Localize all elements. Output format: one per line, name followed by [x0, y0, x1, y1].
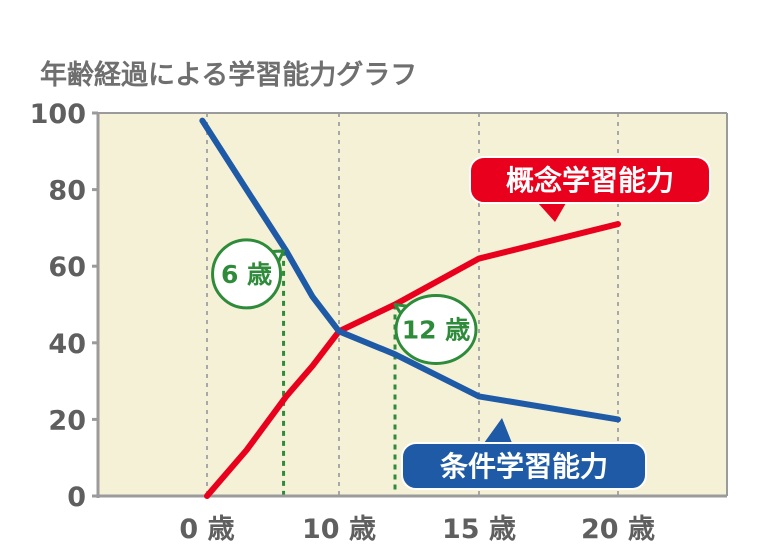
x-tick-label: 0 歳	[179, 514, 234, 545]
x-tick-label: 10 歳	[302, 514, 376, 545]
age-bubble	[211, 238, 283, 310]
y-tick-label: 100	[30, 99, 86, 130]
series-line-0	[204, 221, 621, 499]
series-callout-box	[401, 442, 647, 490]
x-tick-label: 20 歳	[581, 514, 655, 545]
age-bubble-label: 12 歳	[402, 316, 471, 345]
age-bubbles: 6 歳 12 歳	[211, 238, 478, 365]
x-tick-label: 15 歳	[442, 514, 516, 545]
age-bubble	[394, 294, 478, 365]
callout-pointer	[484, 418, 512, 443]
series-callout-box	[469, 156, 711, 204]
axes	[92, 111, 728, 498]
y-tick-label: 80	[48, 176, 86, 207]
y-tick-label: 20	[48, 405, 86, 436]
tick-labels: 0 20 40 60 80 100 0 歳 10 歳 15 歳 20 歳	[30, 99, 655, 545]
y-tick-label: 60	[48, 252, 86, 283]
series-line-1	[199, 117, 621, 423]
series-lines	[199, 117, 621, 499]
chart-title: 年齢経過による学習能力グラフ	[40, 59, 417, 91]
series-callout-label: 条件学習能力	[440, 450, 608, 483]
age-guide-lines	[282, 250, 397, 496]
series-callout-label: 概念学習能力	[506, 164, 674, 197]
age-bubble-label: 6 歳	[221, 260, 272, 289]
y-tick-label: 40	[48, 329, 86, 360]
callout-pointer	[538, 203, 566, 222]
y-tick-label: 0	[67, 482, 86, 513]
